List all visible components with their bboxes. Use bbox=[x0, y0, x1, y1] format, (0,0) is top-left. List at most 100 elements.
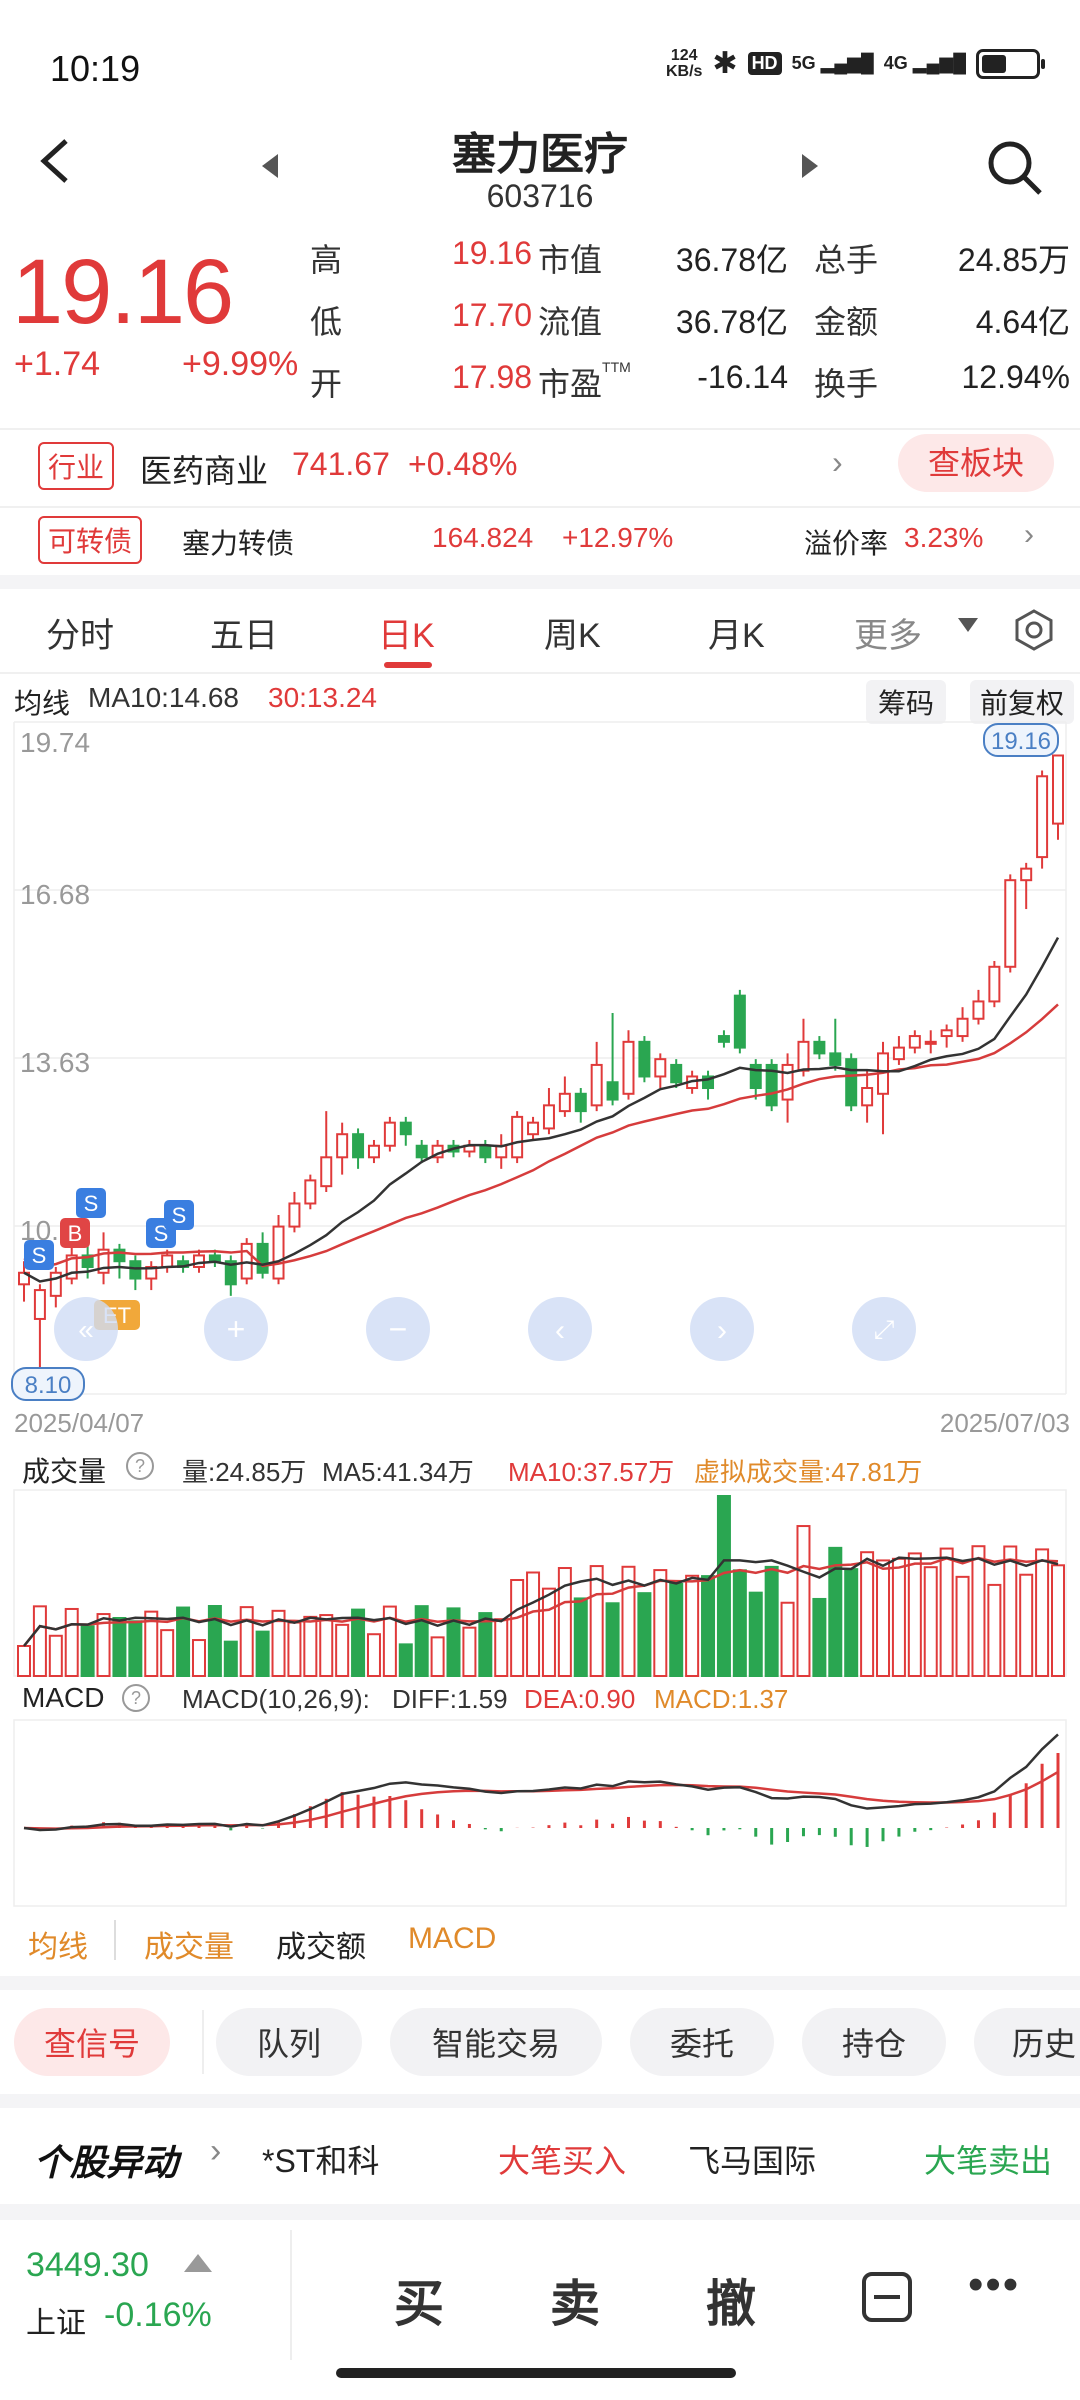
chevron-right-icon: › bbox=[1024, 518, 1034, 551]
volume-bar bbox=[112, 1617, 127, 1677]
signal-buy-marker bbox=[60, 1218, 90, 1248]
candle-body bbox=[97, 1248, 110, 1274]
index-quote[interactable]: 3449.30 上证 -0.16% bbox=[0, 2220, 290, 2360]
candle-body bbox=[352, 1133, 365, 1159]
status-icons: 124 KB/s ✱ HD 5G ▂▄▆█ 4G ▂▄▆█ bbox=[666, 46, 1045, 81]
volume-bar bbox=[128, 1620, 143, 1678]
candle-body bbox=[49, 1271, 62, 1297]
buy-button[interactable]: 买 bbox=[394, 2276, 444, 2332]
candle-body bbox=[145, 1265, 158, 1280]
svg-text:›: › bbox=[717, 1314, 727, 1347]
volume-bar bbox=[1035, 1548, 1050, 1677]
volume-bar bbox=[319, 1614, 334, 1678]
convertible-bond-row[interactable]: 可转债 塞力转债 164.824 +12.97% 溢价率 3.23% › bbox=[0, 508, 1080, 578]
tab-intraday[interactable]: 分时 bbox=[46, 617, 114, 655]
dropdown-icon[interactable] bbox=[958, 618, 978, 632]
chart-controls[interactable]: « + − ‹ › ⤢ bbox=[54, 1297, 916, 1361]
macd-chart[interactable] bbox=[0, 1718, 1080, 1908]
volume-bar bbox=[557, 1567, 572, 1677]
tab-more[interactable]: 更多 bbox=[854, 617, 922, 655]
back-arrow-icon[interactable] bbox=[36, 136, 76, 186]
divider bbox=[0, 428, 1080, 430]
prev-stock-icon[interactable] bbox=[262, 154, 278, 178]
bluetooth-icon: ✱ bbox=[712, 47, 738, 80]
ma30-value: 30:13.24 bbox=[268, 682, 377, 713]
positions-chip[interactable]: 持仓 bbox=[802, 2008, 946, 2076]
date-end: 2025/07/03 bbox=[939, 1408, 1070, 1438]
history-chip[interactable]: 历史 bbox=[974, 2008, 1080, 2076]
tab-daily-k[interactable]: 日K bbox=[378, 617, 435, 655]
chips-button[interactable]: 筹码 bbox=[866, 680, 947, 724]
kline-legend: 均线 MA10:14.68 30:13.24 筹码 前复权 bbox=[14, 680, 1080, 724]
virtual-volume: 虚拟成交量:47.81万 bbox=[694, 1457, 923, 1487]
tab-monthly-k[interactable]: 月K bbox=[708, 617, 765, 655]
volume-bar bbox=[573, 1597, 588, 1677]
stock-alert-ticker[interactable]: 个股异动 › *ST和科 大笔买入 飞马国际 大笔卖出 bbox=[0, 2108, 1080, 2204]
status-bar: 10:19 124 KB/s ✱ HD 5G ▂▄▆█ 4G ▂▄▆█ bbox=[0, 0, 1080, 120]
search-icon[interactable] bbox=[985, 138, 1045, 198]
candle-body bbox=[336, 1133, 349, 1159]
volume-ma10: MA10:37.57万 bbox=[508, 1457, 675, 1487]
candle-body bbox=[1020, 867, 1033, 882]
candle-body bbox=[638, 1040, 651, 1078]
candle-body bbox=[208, 1254, 221, 1263]
industry-row[interactable]: 行业 医药商业 741.67 +0.48% › 查板块 bbox=[0, 430, 1080, 510]
svg-text:S: S bbox=[172, 1203, 187, 1228]
volume-bar bbox=[1019, 1573, 1034, 1677]
section-gap bbox=[0, 575, 1080, 589]
stat-row-high: 高 19.16 市值 36.78亿 总手 24.85万 bbox=[310, 235, 1070, 283]
volume-bar bbox=[1003, 1545, 1018, 1677]
indicator-tab-ma[interactable]: 均线 bbox=[28, 1931, 88, 1964]
volume-bar bbox=[414, 1605, 429, 1677]
stat-row-low: 低 17.70 流值 36.78亿 金额 4.64亿 bbox=[310, 297, 1070, 345]
help-icon[interactable]: ? bbox=[126, 1452, 154, 1480]
bond-value: 164.824 bbox=[432, 522, 534, 553]
candle-body bbox=[829, 1052, 842, 1066]
volume-bar bbox=[271, 1609, 286, 1677]
macd-histogram bbox=[38, 1753, 1060, 1847]
volume-chart[interactable] bbox=[0, 1488, 1080, 1678]
stat-value: 12.94% bbox=[961, 359, 1070, 395]
volume-bar bbox=[351, 1608, 366, 1677]
settings-icon[interactable] bbox=[1012, 608, 1056, 652]
more-icon[interactable]: ••• bbox=[968, 2260, 1021, 2309]
view-sector-button[interactable]: 查板块 bbox=[898, 434, 1054, 492]
stat-label: 换手 bbox=[814, 366, 879, 402]
indicator-tab-turnover[interactable]: 成交额 bbox=[276, 1931, 366, 1964]
help-icon[interactable]: ? bbox=[122, 1684, 150, 1712]
divider bbox=[0, 672, 1080, 674]
volume-label: 成交量 bbox=[22, 1456, 107, 1487]
kline-grid bbox=[13, 721, 1067, 1395]
indicator-tab-macd[interactable]: MACD bbox=[408, 1922, 497, 1955]
tab-five-day[interactable]: 五日 bbox=[210, 617, 278, 655]
volume-bar bbox=[605, 1602, 620, 1677]
volume-bar bbox=[176, 1606, 191, 1677]
volume-bar bbox=[685, 1574, 700, 1677]
candle-body bbox=[367, 1144, 380, 1159]
diff-line bbox=[23, 1733, 1059, 1832]
ma-label[interactable]: 均线 bbox=[14, 688, 71, 719]
sell-button[interactable]: 卖 bbox=[550, 2276, 600, 2332]
industry-tag: 行业 bbox=[38, 442, 115, 490]
candle-body bbox=[908, 1035, 921, 1049]
adjust-button[interactable]: 前复权 bbox=[970, 680, 1075, 724]
tab-weekly-k[interactable]: 周K bbox=[544, 617, 601, 655]
kline-chart[interactable]: 19.74 16.68 13.63 10.58 19.16 8.10 S B S… bbox=[0, 718, 1080, 1408]
collapse-icon[interactable] bbox=[184, 2254, 212, 2272]
volume-bar bbox=[860, 1551, 875, 1677]
smart-trade-chip[interactable]: 智能交易 bbox=[390, 2008, 602, 2076]
orders-chip[interactable]: 委托 bbox=[630, 2008, 774, 2076]
volume-bar bbox=[589, 1565, 604, 1677]
index-name: 上证 bbox=[26, 2307, 86, 2340]
minus-box-icon[interactable] bbox=[862, 2272, 912, 2322]
section-gap bbox=[0, 2094, 1080, 2108]
svg-text:‹: ‹ bbox=[555, 1314, 565, 1347]
cancel-order-button[interactable]: 撤 bbox=[706, 2276, 756, 2332]
volume-bar bbox=[653, 1569, 668, 1677]
queue-chip[interactable]: 队列 bbox=[216, 2008, 362, 2076]
macd-label: MACD bbox=[22, 1682, 105, 1713]
check-signal-chip[interactable]: 查信号 bbox=[14, 2008, 170, 2076]
indicator-tab-volume[interactable]: 成交量 bbox=[144, 1931, 234, 1964]
next-stock-icon[interactable] bbox=[802, 154, 818, 178]
candle-body bbox=[1036, 775, 1049, 859]
